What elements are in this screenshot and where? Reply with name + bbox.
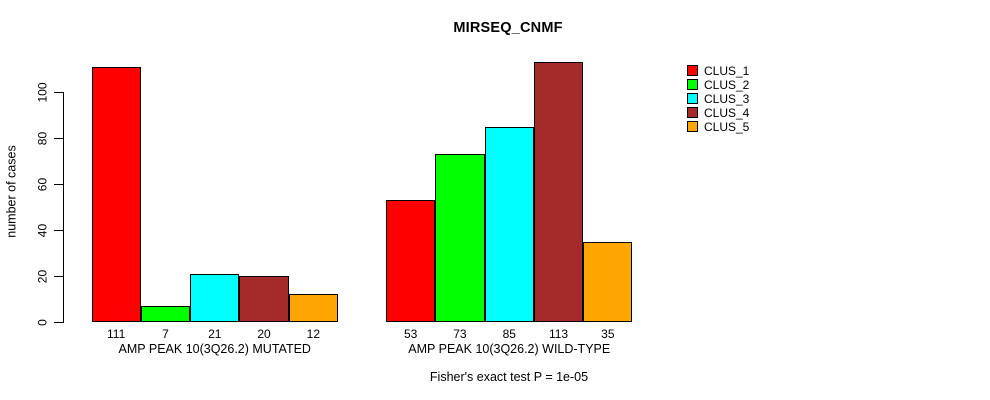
bar-clus_1-group2 [386,200,436,322]
bar-clus_1-group1 [91,66,141,322]
y-axis-tick-label: 80 [35,131,50,145]
bar-value-label: 85 [502,327,516,341]
bar-clus_3-group2 [484,126,534,322]
bar-clus_4-group2 [533,62,584,322]
y-axis-label: number of cases [4,145,19,238]
legend-item-clus_5: CLUS_5 [687,120,749,134]
legend-swatch-icon [687,64,698,76]
bar-value-label: 113 [548,327,569,341]
legend-item-label: CLUS_4 [704,106,750,120]
legend-item-label: CLUS_2 [704,78,750,92]
bar-value-label: 53 [403,327,418,341]
bar-clus_5-group1 [288,294,338,322]
legend-item-label: CLUS_3 [704,92,750,106]
y-axis-tick-label: 0 [35,318,50,326]
y-axis-tick [54,183,63,185]
y-axis-tick-label: 20 [35,269,50,283]
x-axis-group-label: AMP PEAK 10(3Q26.2) WILD-TYPE [408,342,611,356]
legend-swatch-icon [687,120,698,132]
legend-item-clus_2: CLUS_2 [687,78,749,92]
y-axis-tick [54,137,63,139]
bar-clus_5-group2 [583,241,633,322]
bar-value-label: 12 [306,327,321,341]
bar-value-label: 7 [162,327,169,341]
bar-value-label: 21 [208,327,222,341]
legend-item-clus_4: CLUS_4 [687,106,749,120]
x-axis-group-label: AMP PEAK 10(3Q26.2) MUTATED [118,342,311,356]
bar-value-label: 111 [107,327,126,341]
legend-swatch-icon [687,78,698,90]
bar-value-label: 20 [257,327,271,341]
legend-swatch-icon [687,92,698,104]
legend-item-clus_3: CLUS_3 [687,92,749,106]
bar-clus_3-group1 [190,273,240,322]
y-axis-tick-label: 60 [35,177,50,191]
legend-item-label: CLUS_1 [704,64,750,78]
legend: CLUS_1 CLUS_2 CLUS_3 CLUS_4 CLUS_5 [687,64,749,134]
bar-value-label: 35 [601,327,615,341]
y-axis-tick [54,321,63,323]
y-axis-tick-label: 100 [35,81,50,103]
chart-title: MIRSEQ_CNMF [453,20,563,36]
bar-clus_2-group1 [140,305,191,322]
y-axis-tick-label: 40 [35,223,50,237]
legend-swatch-icon [687,106,698,118]
y-axis-line [63,92,64,323]
bar-value-label: 73 [453,327,467,341]
bar-clus_2-group2 [435,154,485,322]
y-axis-tick [54,91,63,93]
legend-item-clus_1: CLUS_1 [687,64,749,78]
y-axis-tick [54,229,63,231]
annotation-text: Fisher's exact test P = 1e-05 [429,370,589,384]
bar-clus_4-group1 [239,276,289,322]
y-axis-tick [54,275,63,277]
legend-item-label: CLUS_5 [704,120,750,134]
